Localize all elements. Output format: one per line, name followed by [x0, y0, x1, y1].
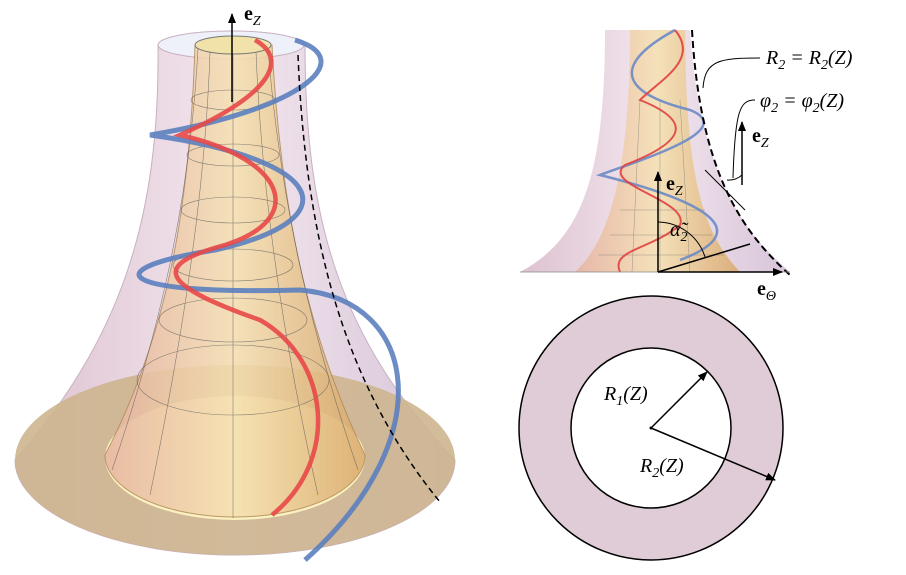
label-part: (Z) [820, 90, 845, 112]
label-part: e [244, 3, 253, 25]
label-part: (Z) [828, 47, 853, 69]
label-part: = R [785, 47, 821, 69]
label-part: R [603, 383, 616, 405]
subscript: 2 [652, 466, 659, 481]
subscript: 1 [616, 394, 623, 409]
outer-axis-label: eZ [752, 125, 769, 151]
subscript: 2 [681, 230, 688, 245]
label-part: R [765, 47, 778, 69]
figure: eZ R2 = R2(Z) φ2 = φ2(Z) eZ eZ α̃2 eΘ R1… [0, 0, 906, 575]
label-part: e [666, 173, 675, 195]
side-view: R2 = R2(Z) φ2 = φ2(Z) eZ eZ α̃2 eΘ [520, 30, 853, 304]
subscript: 2 [778, 58, 785, 73]
subscript: 2 [821, 58, 828, 73]
label-part: e [757, 278, 766, 300]
phi-arc [727, 175, 742, 180]
subscript: Z [761, 136, 769, 151]
subscript: Z [675, 184, 683, 199]
label-part: e [752, 125, 761, 147]
label-part: (Z) [659, 455, 684, 477]
subscript: Θ [766, 289, 776, 304]
label-part: (Z) [623, 383, 648, 405]
cross-section: R1(Z) R2(Z) [519, 296, 783, 560]
label-part: φ [760, 90, 771, 112]
label-part: = φ [778, 90, 813, 112]
leader [703, 58, 760, 88]
label-part: R [639, 455, 652, 477]
radius-relation: R2 = R2(Z) [765, 47, 853, 73]
subscript: 2 [771, 101, 778, 116]
angle-relation: φ2 = φ2(Z) [760, 90, 844, 116]
axis-theta-label: eΘ [757, 278, 776, 304]
subscript: 2 [813, 101, 820, 116]
subscript: Z [253, 14, 261, 29]
axis-label: eZ [244, 3, 261, 29]
left-view: eZ [15, 3, 455, 560]
